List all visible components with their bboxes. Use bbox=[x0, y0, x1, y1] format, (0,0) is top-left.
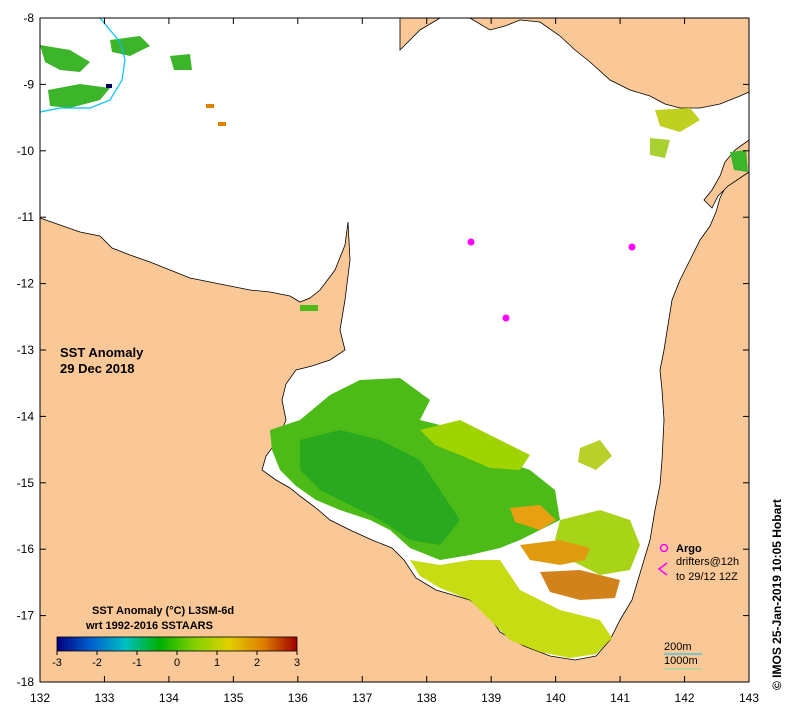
argo-legend-marker bbox=[659, 543, 669, 553]
colorbar-ticks: -3 -2 -1 0 1 2 3 bbox=[52, 651, 300, 669]
x-tick-label: 134 bbox=[159, 691, 179, 705]
colorbar-tick-label: 3 bbox=[294, 657, 300, 669]
isobath-1000m-label: 1000m bbox=[664, 655, 698, 667]
y-tick-label: -11 bbox=[18, 210, 35, 224]
y-tick-label: -12 bbox=[17, 277, 35, 291]
y-tick-label: -18 bbox=[17, 675, 35, 689]
map-title-line2: 29 Dec 2018 bbox=[60, 361, 134, 376]
x-tick-label: 143 bbox=[739, 691, 759, 705]
x-tick-label: 136 bbox=[288, 691, 308, 705]
y-tick-label: -10 bbox=[17, 144, 35, 158]
colorbar-tick-label: -1 bbox=[132, 657, 142, 669]
x-tick-label: 137 bbox=[352, 691, 372, 705]
colorbar bbox=[56, 636, 298, 652]
y-tick-label: -9 bbox=[23, 77, 34, 91]
drifters-legend-line1: drifters@12h bbox=[676, 556, 739, 568]
y-tick-label: -16 bbox=[17, 542, 35, 556]
land-west bbox=[39, 164, 750, 683]
argo-legend-label: Argo bbox=[676, 543, 702, 555]
x-tick-label: 133 bbox=[94, 691, 114, 705]
land-northeast bbox=[399, 17, 750, 109]
y-tick-label: -14 bbox=[17, 409, 35, 423]
colorbar-tick-label: -2 bbox=[92, 657, 102, 669]
y-tick-label: -15 bbox=[17, 476, 35, 490]
x-tick-label: 139 bbox=[481, 691, 501, 705]
isobath-200m bbox=[39, 17, 126, 113]
drifters-legend-line2: to 29/12 12Z bbox=[676, 571, 738, 583]
colorbar-tick-label: 1 bbox=[214, 657, 220, 669]
isobath-200m-label: 200m bbox=[664, 641, 692, 653]
x-tick-label: 132 bbox=[30, 691, 50, 705]
map-title-line1: SST Anomaly bbox=[60, 345, 144, 360]
credit-text: © IMOS 25-Jan-2019 10:05 Hobart bbox=[770, 499, 784, 690]
y-axis: -8-9-10-11-12-13-14-15-16-17-18 bbox=[17, 11, 749, 689]
drifter-legend-marker bbox=[657, 562, 668, 576]
x-tick-label: 135 bbox=[223, 691, 243, 705]
x-axis: 132 133 134 135 136 137 138 139 140 141 142 143 bbox=[30, 18, 759, 705]
x-tick-label: 138 bbox=[417, 691, 437, 705]
colorbar-tick-label: -3 bbox=[52, 657, 62, 669]
sst-data bbox=[40, 36, 748, 658]
y-tick-label: -17 bbox=[17, 609, 35, 623]
x-tick-label: 142 bbox=[675, 691, 695, 705]
colorbar-tick-label: 2 bbox=[254, 657, 260, 669]
y-tick-label: -13 bbox=[17, 343, 35, 357]
x-tick-label: 141 bbox=[610, 691, 630, 705]
colorbar-tick-label: 0 bbox=[174, 657, 180, 669]
argo-floats bbox=[467, 238, 636, 322]
colorbar-title-line1: SST Anomaly (°C) L3SM-6d bbox=[92, 605, 234, 617]
x-tick-label: 140 bbox=[546, 691, 566, 705]
colorbar-title-line2: wrt 1992-2016 SSTAARS bbox=[85, 620, 213, 632]
y-tick-label: -8 bbox=[23, 11, 34, 25]
